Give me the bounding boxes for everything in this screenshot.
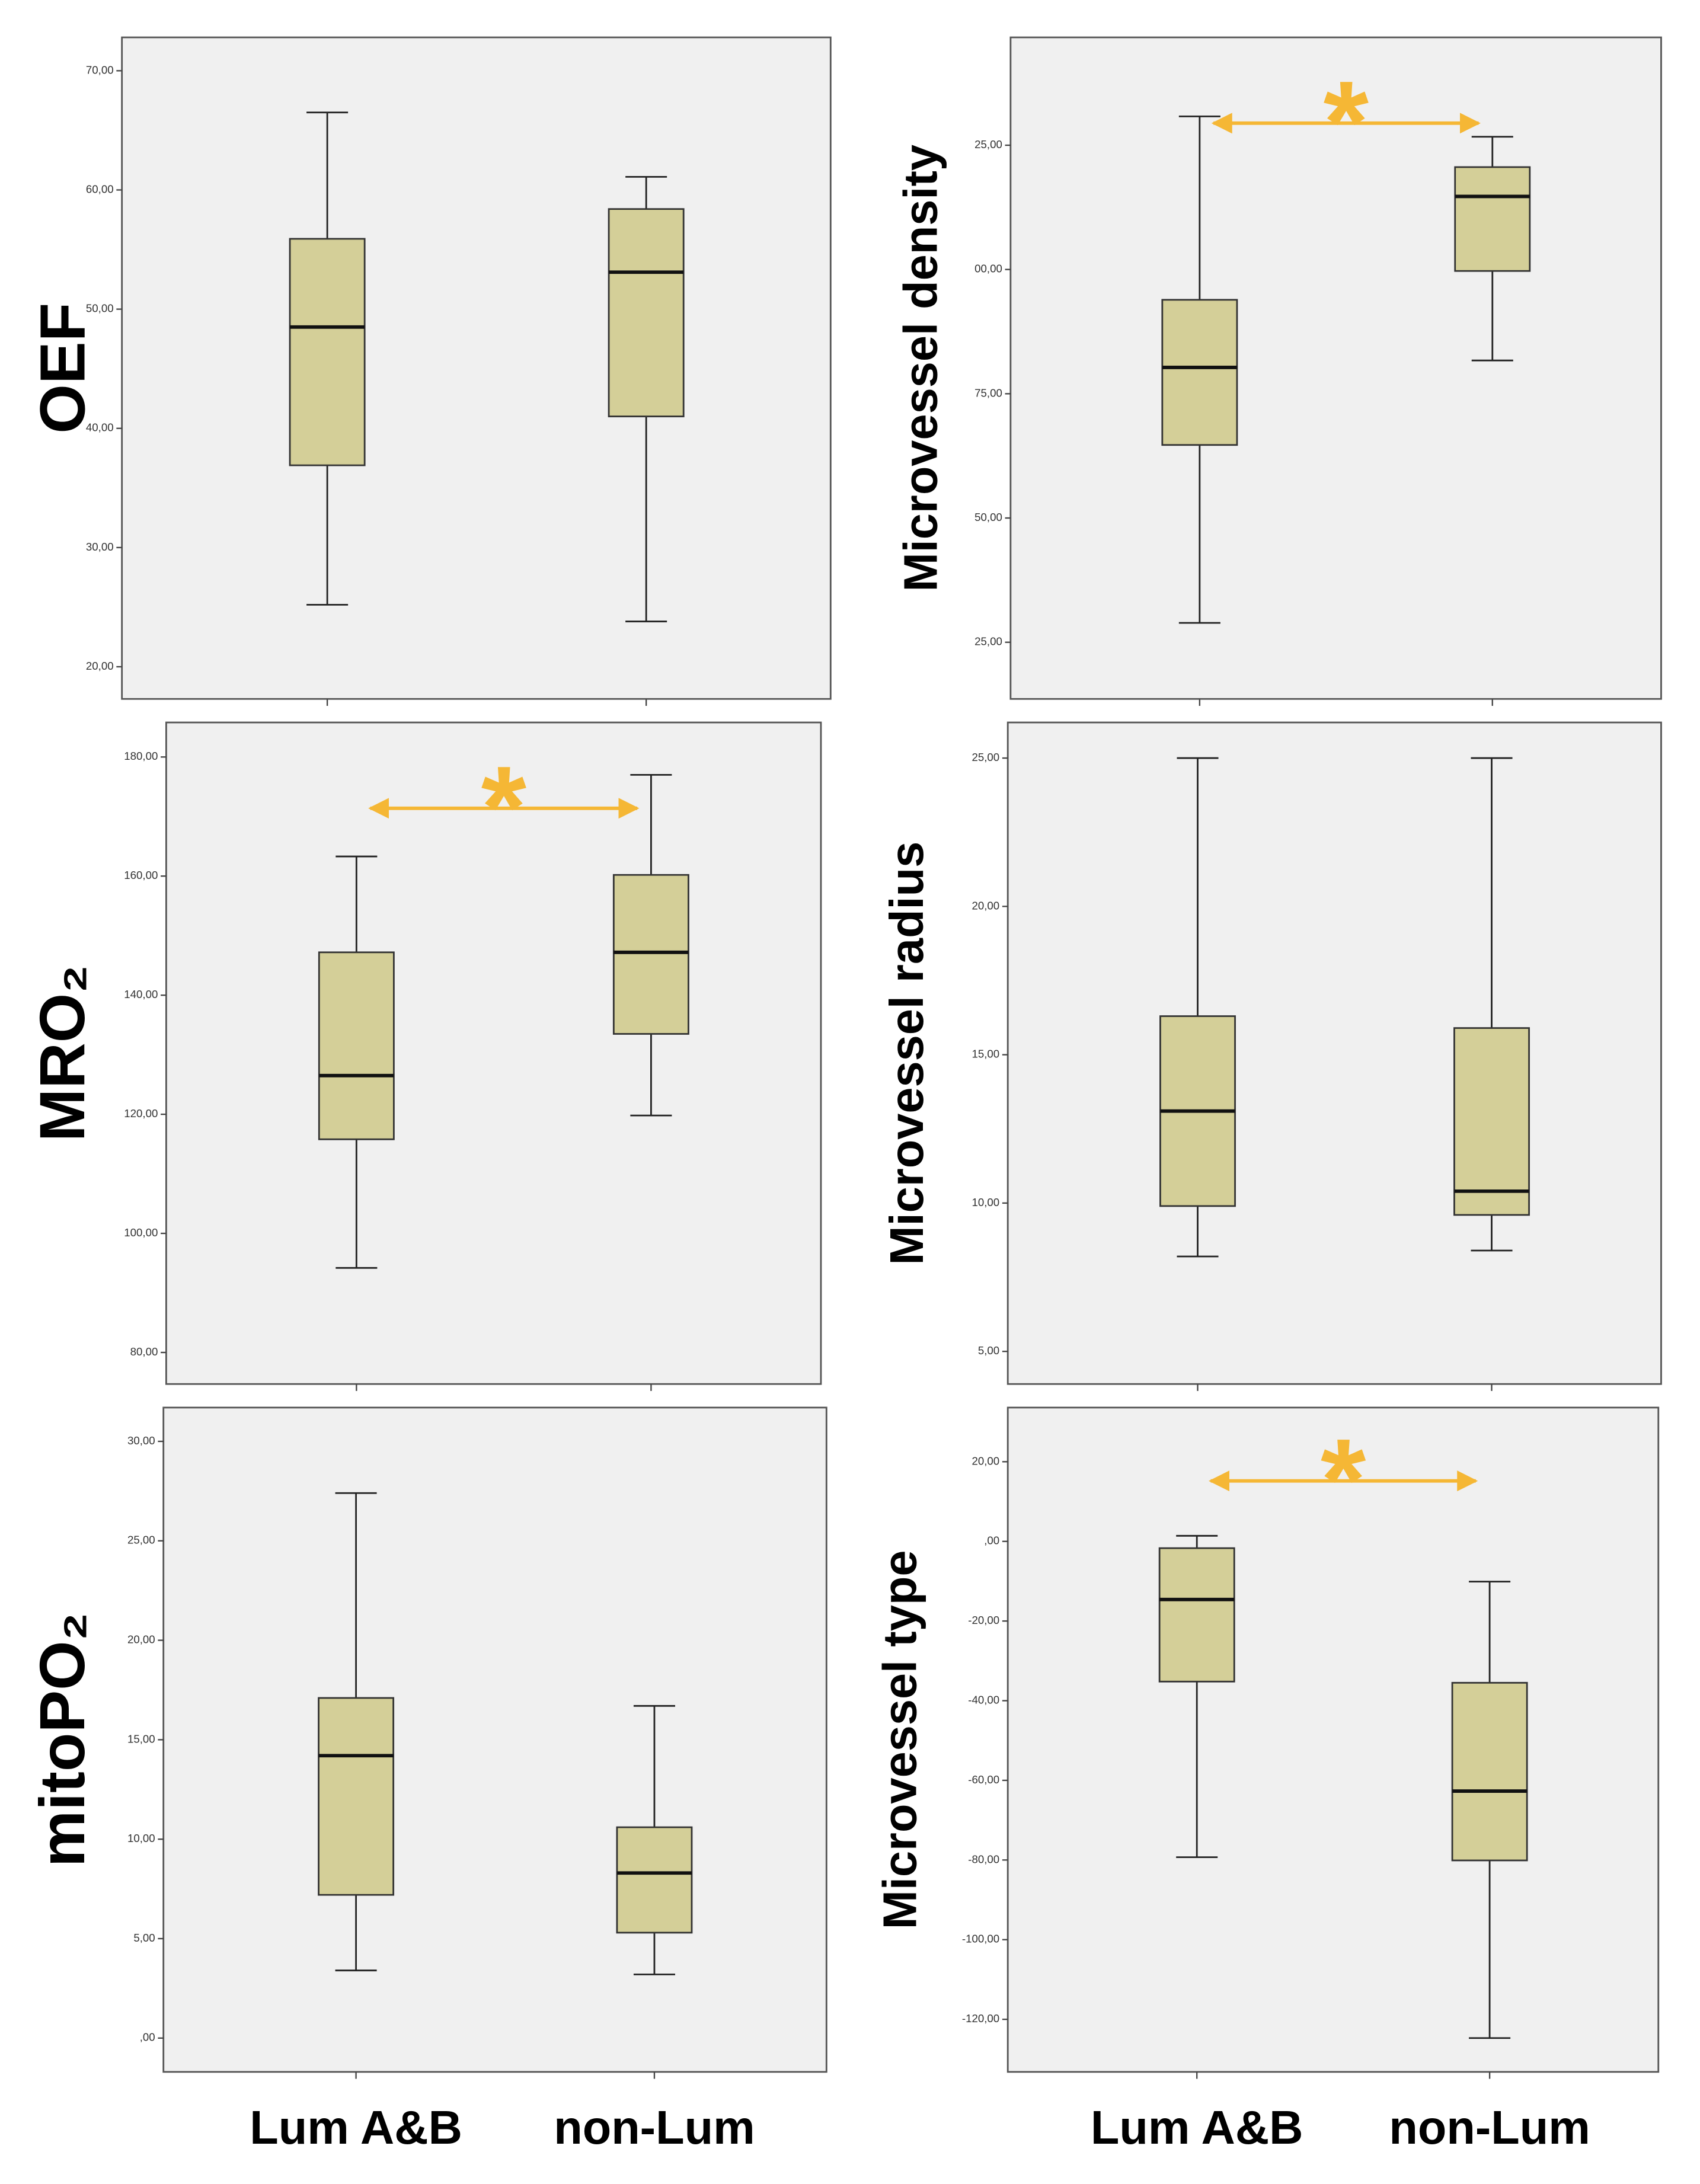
y-tick-label: 40,00 <box>86 421 114 434</box>
plot-area <box>1006 1406 1660 2073</box>
box <box>318 1697 395 1896</box>
box <box>1158 1547 1235 1683</box>
plot-area <box>165 721 822 1385</box>
significance-star: * <box>1324 56 1369 187</box>
y-tick-label: 25,00 <box>972 751 999 763</box>
plot-area <box>121 36 832 700</box>
box <box>608 208 685 418</box>
x-tick-label: non-Lum <box>554 2101 755 2154</box>
plot-area <box>1009 36 1662 700</box>
y-tick-label: 5,00 <box>978 1344 999 1357</box>
y-axis-label: mitoPO₂ <box>27 1613 98 1868</box>
y-axis-label: Microvessel type <box>874 1550 926 1930</box>
box <box>612 874 689 1035</box>
y-tick-label: 20,00 <box>86 660 114 672</box>
y-tick-label: 120,00 <box>124 1107 158 1120</box>
y-tick-label: 20,00 <box>972 1454 999 1467</box>
y-axis-label: OEF <box>27 303 98 434</box>
y-tick-label: 180,00 <box>124 750 158 762</box>
y-tick-label: 25,00 <box>974 138 1002 151</box>
y-tick-label: 00,00 <box>974 263 1002 275</box>
y-tick-label: -40,00 <box>968 1693 999 1706</box>
y-tick-label: 30,00 <box>127 1434 155 1447</box>
y-tick-label: -80,00 <box>968 1853 999 1865</box>
box <box>616 1826 693 1934</box>
y-tick-label: 140,00 <box>124 988 158 1000</box>
y-tick-label: -60,00 <box>968 1773 999 1786</box>
plot-area <box>162 1406 827 2073</box>
y-tick-label: 30,00 <box>86 541 114 553</box>
y-tick-label: ,00 <box>984 1534 999 1547</box>
y-tick-label: 15,00 <box>972 1048 999 1060</box>
x-tick-label: Lum A&B <box>1091 2101 1303 2154</box>
y-tick-label: -20,00 <box>968 1614 999 1626</box>
y-tick-label: 15,00 <box>127 1732 155 1745</box>
y-tick-label: -120,00 <box>962 2012 999 2025</box>
box <box>1453 1027 1530 1216</box>
y-tick-label: 20,00 <box>972 899 999 912</box>
x-tick-label: non-Lum <box>1389 2101 1590 2154</box>
significance-star: * <box>481 741 527 872</box>
y-axis-label: Microvessel density <box>894 145 947 591</box>
y-tick-label: -100,00 <box>962 1933 999 1945</box>
plot-area <box>1006 721 1662 1385</box>
y-tick-label: 10,00 <box>127 1832 155 1844</box>
box <box>1451 1681 1528 1862</box>
box <box>318 951 395 1140</box>
y-tick-label: 25,00 <box>127 1534 155 1546</box>
y-tick-label: 60,00 <box>86 183 114 195</box>
y-axis-label: MRO₂ <box>27 965 98 1141</box>
y-tick-label: 70,00 <box>86 63 114 76</box>
y-tick-label: 20,00 <box>127 1633 155 1646</box>
y-tick-label: 160,00 <box>124 869 158 881</box>
y-tick-label: 10,00 <box>972 1196 999 1208</box>
box <box>1161 299 1238 446</box>
y-tick-label: 50,00 <box>974 511 1002 523</box>
y-tick-label: 75,00 <box>974 386 1002 399</box>
y-tick-label: 100,00 <box>124 1226 158 1239</box>
y-tick-label: 80,00 <box>130 1345 158 1358</box>
y-tick-label: 5,00 <box>133 1932 155 1944</box>
y-tick-label: ,00 <box>140 2031 155 2044</box>
significance-star: * <box>1321 1414 1366 1545</box>
x-tick-label: Lum A&B <box>250 2101 462 2154</box>
box <box>1454 166 1531 272</box>
y-axis-label: Microvessel radius <box>880 842 933 1265</box>
y-tick-label: 25,00 <box>974 635 1002 648</box>
y-tick-label: 50,00 <box>86 302 114 315</box>
box <box>289 238 366 466</box>
